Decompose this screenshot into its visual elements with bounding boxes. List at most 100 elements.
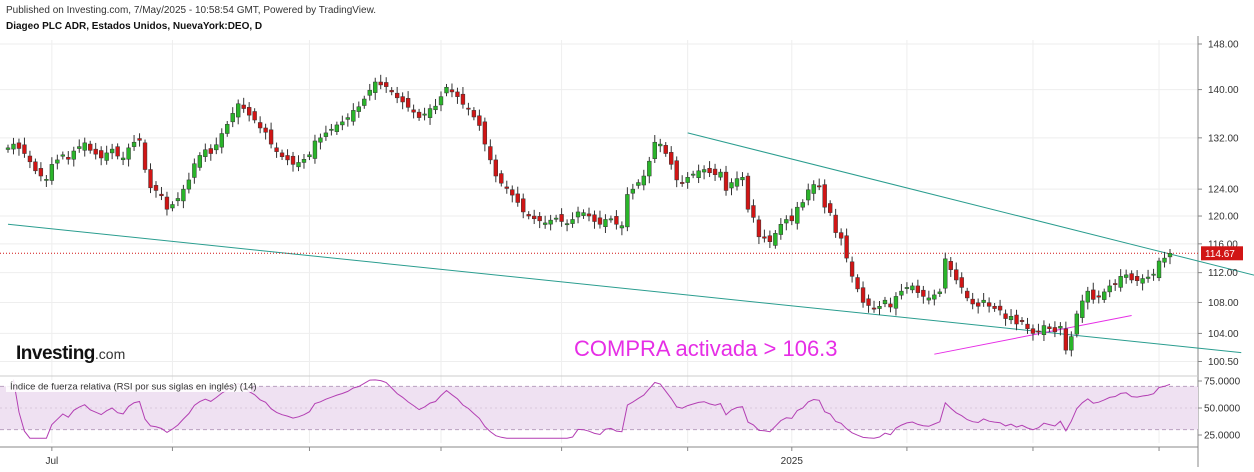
candle[interactable] (186, 172, 192, 194)
candle[interactable] (120, 151, 126, 166)
candle[interactable] (318, 133, 323, 150)
candle[interactable] (751, 199, 756, 223)
candle[interactable] (1151, 268, 1156, 281)
candle[interactable] (636, 179, 641, 189)
candle[interactable] (488, 139, 493, 165)
candle[interactable] (910, 282, 915, 294)
candle[interactable] (356, 101, 361, 118)
candle[interactable] (954, 262, 959, 285)
candle[interactable] (800, 199, 805, 211)
candle[interactable] (323, 125, 329, 141)
candle[interactable] (597, 210, 603, 229)
candle[interactable] (784, 215, 789, 231)
candle[interactable] (1019, 317, 1025, 325)
candle[interactable] (849, 256, 855, 283)
candle[interactable] (932, 289, 937, 306)
candle[interactable] (99, 146, 104, 166)
candle[interactable] (38, 162, 44, 182)
candle[interactable] (1047, 323, 1052, 332)
candle[interactable] (170, 201, 175, 212)
candle[interactable] (575, 206, 581, 224)
candle[interactable] (257, 116, 263, 134)
candle[interactable] (1085, 286, 1090, 310)
candle[interactable] (301, 154, 307, 169)
candle[interactable] (1069, 331, 1074, 357)
candle[interactable] (986, 297, 992, 313)
candle[interactable] (411, 104, 416, 119)
candle[interactable] (279, 149, 285, 160)
candle[interactable] (427, 104, 433, 125)
candle[interactable] (652, 135, 657, 163)
candle[interactable] (937, 288, 942, 297)
candle[interactable] (959, 272, 964, 294)
candle[interactable] (225, 121, 230, 137)
candle[interactable] (669, 146, 674, 170)
candle[interactable] (1096, 290, 1101, 304)
candle[interactable] (16, 138, 22, 156)
candle[interactable] (828, 200, 833, 216)
candle[interactable] (970, 292, 975, 310)
candle[interactable] (860, 281, 866, 308)
candle[interactable] (1014, 309, 1019, 331)
candle[interactable] (241, 97, 246, 113)
candle[interactable] (82, 137, 87, 157)
candle[interactable] (838, 228, 844, 246)
candle[interactable] (1162, 251, 1167, 268)
candle[interactable] (164, 191, 170, 216)
candle[interactable] (948, 257, 953, 277)
candle[interactable] (60, 151, 65, 160)
candle[interactable] (789, 208, 794, 226)
candle[interactable] (247, 102, 252, 122)
candle[interactable] (877, 301, 882, 315)
candle[interactable] (586, 207, 592, 222)
candle[interactable] (762, 229, 767, 243)
candle[interactable] (817, 178, 822, 191)
candle[interactable] (290, 151, 296, 172)
candle[interactable] (641, 169, 646, 191)
candle[interactable] (493, 154, 498, 183)
candle[interactable] (745, 172, 751, 213)
candle[interactable] (871, 300, 877, 313)
candle[interactable] (455, 87, 460, 104)
candle[interactable] (466, 102, 471, 116)
candle[interactable] (203, 143, 208, 162)
candle[interactable] (192, 158, 197, 184)
candle[interactable] (630, 183, 636, 200)
candle[interactable] (1041, 320, 1047, 342)
candle[interactable] (137, 133, 142, 147)
candle[interactable] (236, 99, 241, 125)
candle[interactable] (416, 108, 422, 121)
candle[interactable] (723, 165, 729, 196)
candle[interactable] (965, 287, 970, 302)
candle[interactable] (537, 212, 542, 229)
candle[interactable] (77, 139, 82, 153)
candle[interactable] (811, 180, 816, 201)
candle[interactable] (866, 294, 871, 313)
rsi-panel[interactable]: Índice de fuerza relativa (RSI por sus s… (0, 379, 1198, 439)
candle[interactable] (581, 209, 586, 219)
candle[interactable] (926, 290, 931, 305)
candle[interactable] (22, 137, 27, 158)
candle[interactable] (55, 154, 60, 170)
candle[interactable] (1074, 310, 1079, 338)
candle[interactable] (674, 156, 679, 188)
candle[interactable] (5, 144, 11, 153)
candle[interactable] (27, 150, 33, 169)
candle[interactable] (1008, 309, 1014, 325)
candle[interactable] (274, 142, 279, 158)
candle[interactable] (175, 192, 181, 207)
candle[interactable] (1036, 323, 1041, 336)
candle[interactable] (888, 297, 893, 313)
candle[interactable] (778, 218, 784, 240)
candle[interactable] (71, 146, 76, 167)
candle[interactable] (663, 142, 668, 157)
candle[interactable] (707, 161, 712, 178)
candle[interactable] (1058, 322, 1063, 336)
candle[interactable] (126, 143, 131, 167)
candle[interactable] (680, 175, 685, 187)
candle[interactable] (1107, 279, 1112, 298)
candle[interactable] (1063, 321, 1069, 355)
candle[interactable] (477, 109, 482, 131)
candle[interactable] (93, 142, 98, 160)
